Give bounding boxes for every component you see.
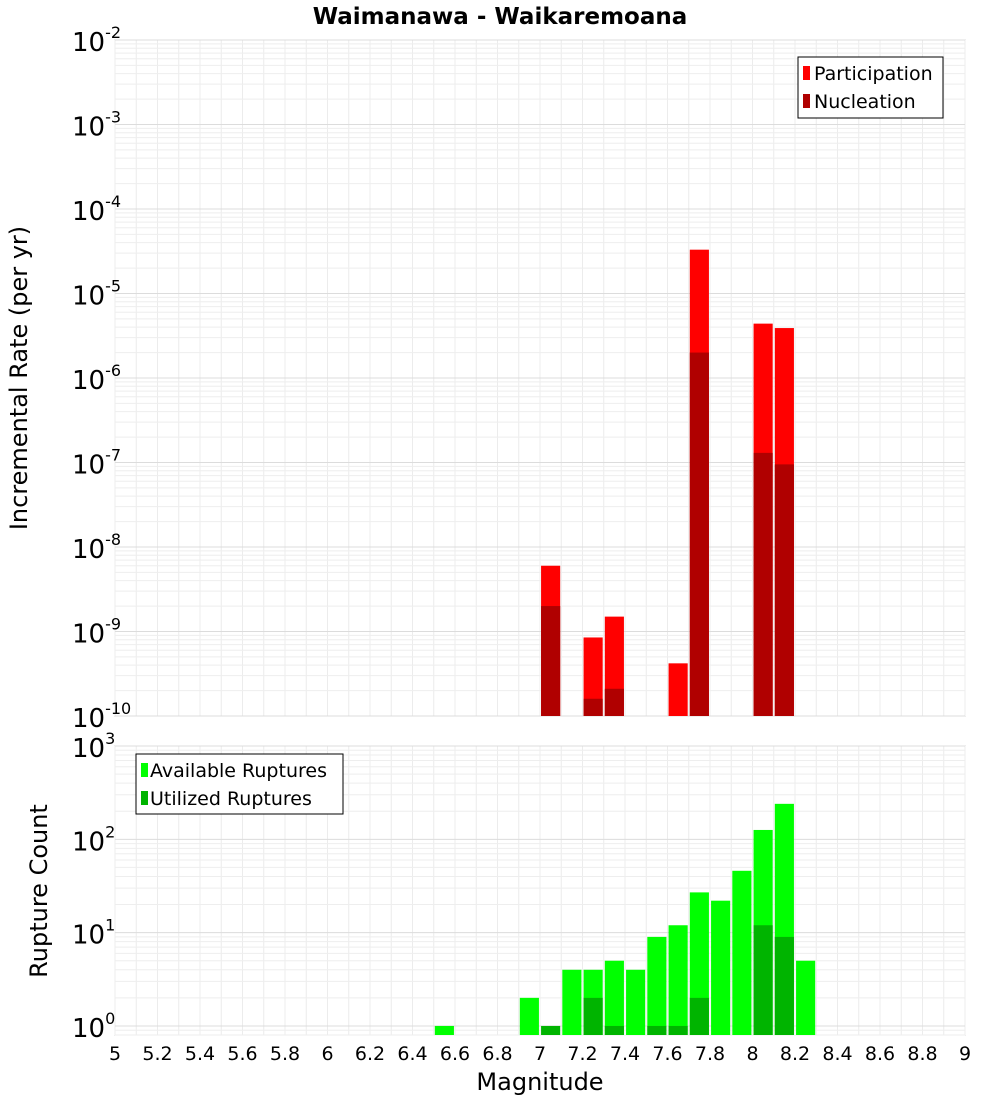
- rate-bar-primary: [668, 663, 688, 716]
- rate-y-tick-label: 10-3: [72, 108, 121, 143]
- x-tick-label: 8.4: [822, 1043, 852, 1065]
- x-tick-label: 5.2: [142, 1043, 172, 1065]
- x-tick-label: 8: [746, 1043, 758, 1065]
- x-tick-label: 7.8: [695, 1043, 725, 1065]
- count-bar-primary: [626, 969, 646, 1035]
- count-bar-primary: [796, 960, 816, 1035]
- count-bar-secondary: [689, 997, 709, 1035]
- rate-y-tick-label: 10-6: [72, 361, 121, 396]
- x-ticks: 5 5.2 5.4 5.6 5.8 6 6.2 6.4 6.6 6.8 7 7.2 7.4 7.6 7.8 8…: [109, 1043, 971, 1065]
- count-bar-primary: [434, 1025, 454, 1035]
- count-bar-primary: [562, 969, 582, 1035]
- legend-label-nucleation: Nucleation: [814, 91, 916, 113]
- rate-legend: Participation Nucleation: [797, 56, 944, 119]
- x-tick-label: 5.4: [185, 1043, 215, 1065]
- count-bar-secondary: [541, 1025, 561, 1035]
- count-bar-primary: [732, 870, 752, 1035]
- rate-y-ticks: 10-10 10-9 10-8 10-7 10-6 10-5 10-4 10-3 10-2: [72, 23, 131, 734]
- rate-y-tick-label: 10-10: [72, 699, 131, 734]
- count-y-ticks: 100 101 102 103: [72, 729, 115, 1044]
- rate-y-tick-label: 10-7: [72, 446, 121, 481]
- count-bar-secondary: [668, 1025, 688, 1035]
- rate-bar-secondary: [689, 352, 709, 716]
- x-tick-label: 5: [109, 1043, 121, 1065]
- rate-bar-secondary: [583, 698, 603, 716]
- legend-swatch-utilized: [141, 791, 148, 805]
- count-bar-primary: [604, 960, 624, 1035]
- x-tick-label: 8.2: [780, 1043, 810, 1065]
- x-tick-label: 7.4: [610, 1043, 640, 1065]
- chart-title: Waimanawa - Waikaremoana: [313, 4, 688, 30]
- count-y-axis-label: Rupture Count: [25, 804, 53, 978]
- x-tick-label: 7.6: [652, 1043, 682, 1065]
- legend-swatch-participation: [803, 66, 810, 80]
- x-axis-label: Magnitude: [476, 1068, 603, 1096]
- count-y-tick-label: 101: [72, 916, 115, 951]
- rate-bar-secondary: [541, 606, 561, 716]
- rate-y-tick-label: 10-8: [72, 530, 121, 565]
- x-tick-label: 6.4: [397, 1043, 427, 1065]
- rate-bar-secondary: [774, 464, 794, 716]
- count-bar-secondary: [774, 936, 794, 1035]
- count-bar-primary: [519, 997, 539, 1035]
- x-tick-label: 5.8: [270, 1043, 300, 1065]
- legend-swatch-available: [141, 763, 148, 777]
- x-tick-label: 6.8: [482, 1043, 512, 1065]
- count-bar-secondary: [753, 925, 773, 1035]
- rate-bars: [541, 249, 794, 716]
- x-tick-label: 8.6: [865, 1043, 895, 1065]
- count-y-tick-label: 102: [72, 822, 115, 857]
- x-tick-label: 6: [321, 1043, 333, 1065]
- rate-legend-box: [797, 56, 944, 119]
- count-bars: [434, 803, 816, 1035]
- count-legend-box: [135, 753, 344, 815]
- count-legend: Available Ruptures Utilized Ruptures: [135, 753, 344, 815]
- rate-y-tick-label: 10-4: [72, 192, 121, 227]
- count-bar-primary: [711, 900, 731, 1035]
- legend-label-participation: Participation: [814, 63, 933, 85]
- count-bar-secondary: [583, 997, 603, 1035]
- count-bar-secondary: [604, 1025, 624, 1035]
- x-tick-label: 7.2: [567, 1043, 597, 1065]
- rate-bar-secondary: [604, 688, 624, 716]
- rate-y-tick-label: 10-5: [72, 277, 121, 312]
- count-bar-primary: [647, 936, 667, 1035]
- x-tick-label: 9: [959, 1043, 971, 1065]
- rate-y-tick-label: 10-2: [72, 23, 121, 58]
- legend-label-available: Available Ruptures: [150, 760, 327, 782]
- x-tick-label: 7: [534, 1043, 546, 1065]
- rate-y-axis-label: Incremental Rate (per yr): [5, 226, 33, 530]
- rate-y-tick-label: 10-9: [72, 615, 121, 650]
- x-tick-label: 8.8: [907, 1043, 937, 1065]
- x-tick-label: 6.6: [440, 1043, 470, 1065]
- x-tick-label: 5.6: [227, 1043, 257, 1065]
- x-tick-label: 6.2: [355, 1043, 385, 1065]
- rate-panel: 10-10 10-9 10-8 10-7 10-6 10-5 10-4 10-3 10-2 In…: [5, 23, 966, 734]
- count-y-tick-label: 100: [72, 1009, 115, 1044]
- count-panel: 100 101 102 103 Rupture Count Available Rup…: [25, 729, 971, 1096]
- count-bar-primary: [668, 925, 688, 1035]
- count-gridlines: [114, 745, 966, 1036]
- rate-gridlines: [114, 39, 966, 717]
- legend-label-utilized: Utilized Ruptures: [150, 788, 312, 810]
- count-y-tick-label: 103: [72, 729, 115, 764]
- legend-swatch-nucleation: [803, 94, 810, 108]
- rate-bar-primary: [583, 637, 603, 716]
- count-bar-secondary: [647, 1025, 667, 1035]
- rate-bar-secondary: [753, 452, 773, 716]
